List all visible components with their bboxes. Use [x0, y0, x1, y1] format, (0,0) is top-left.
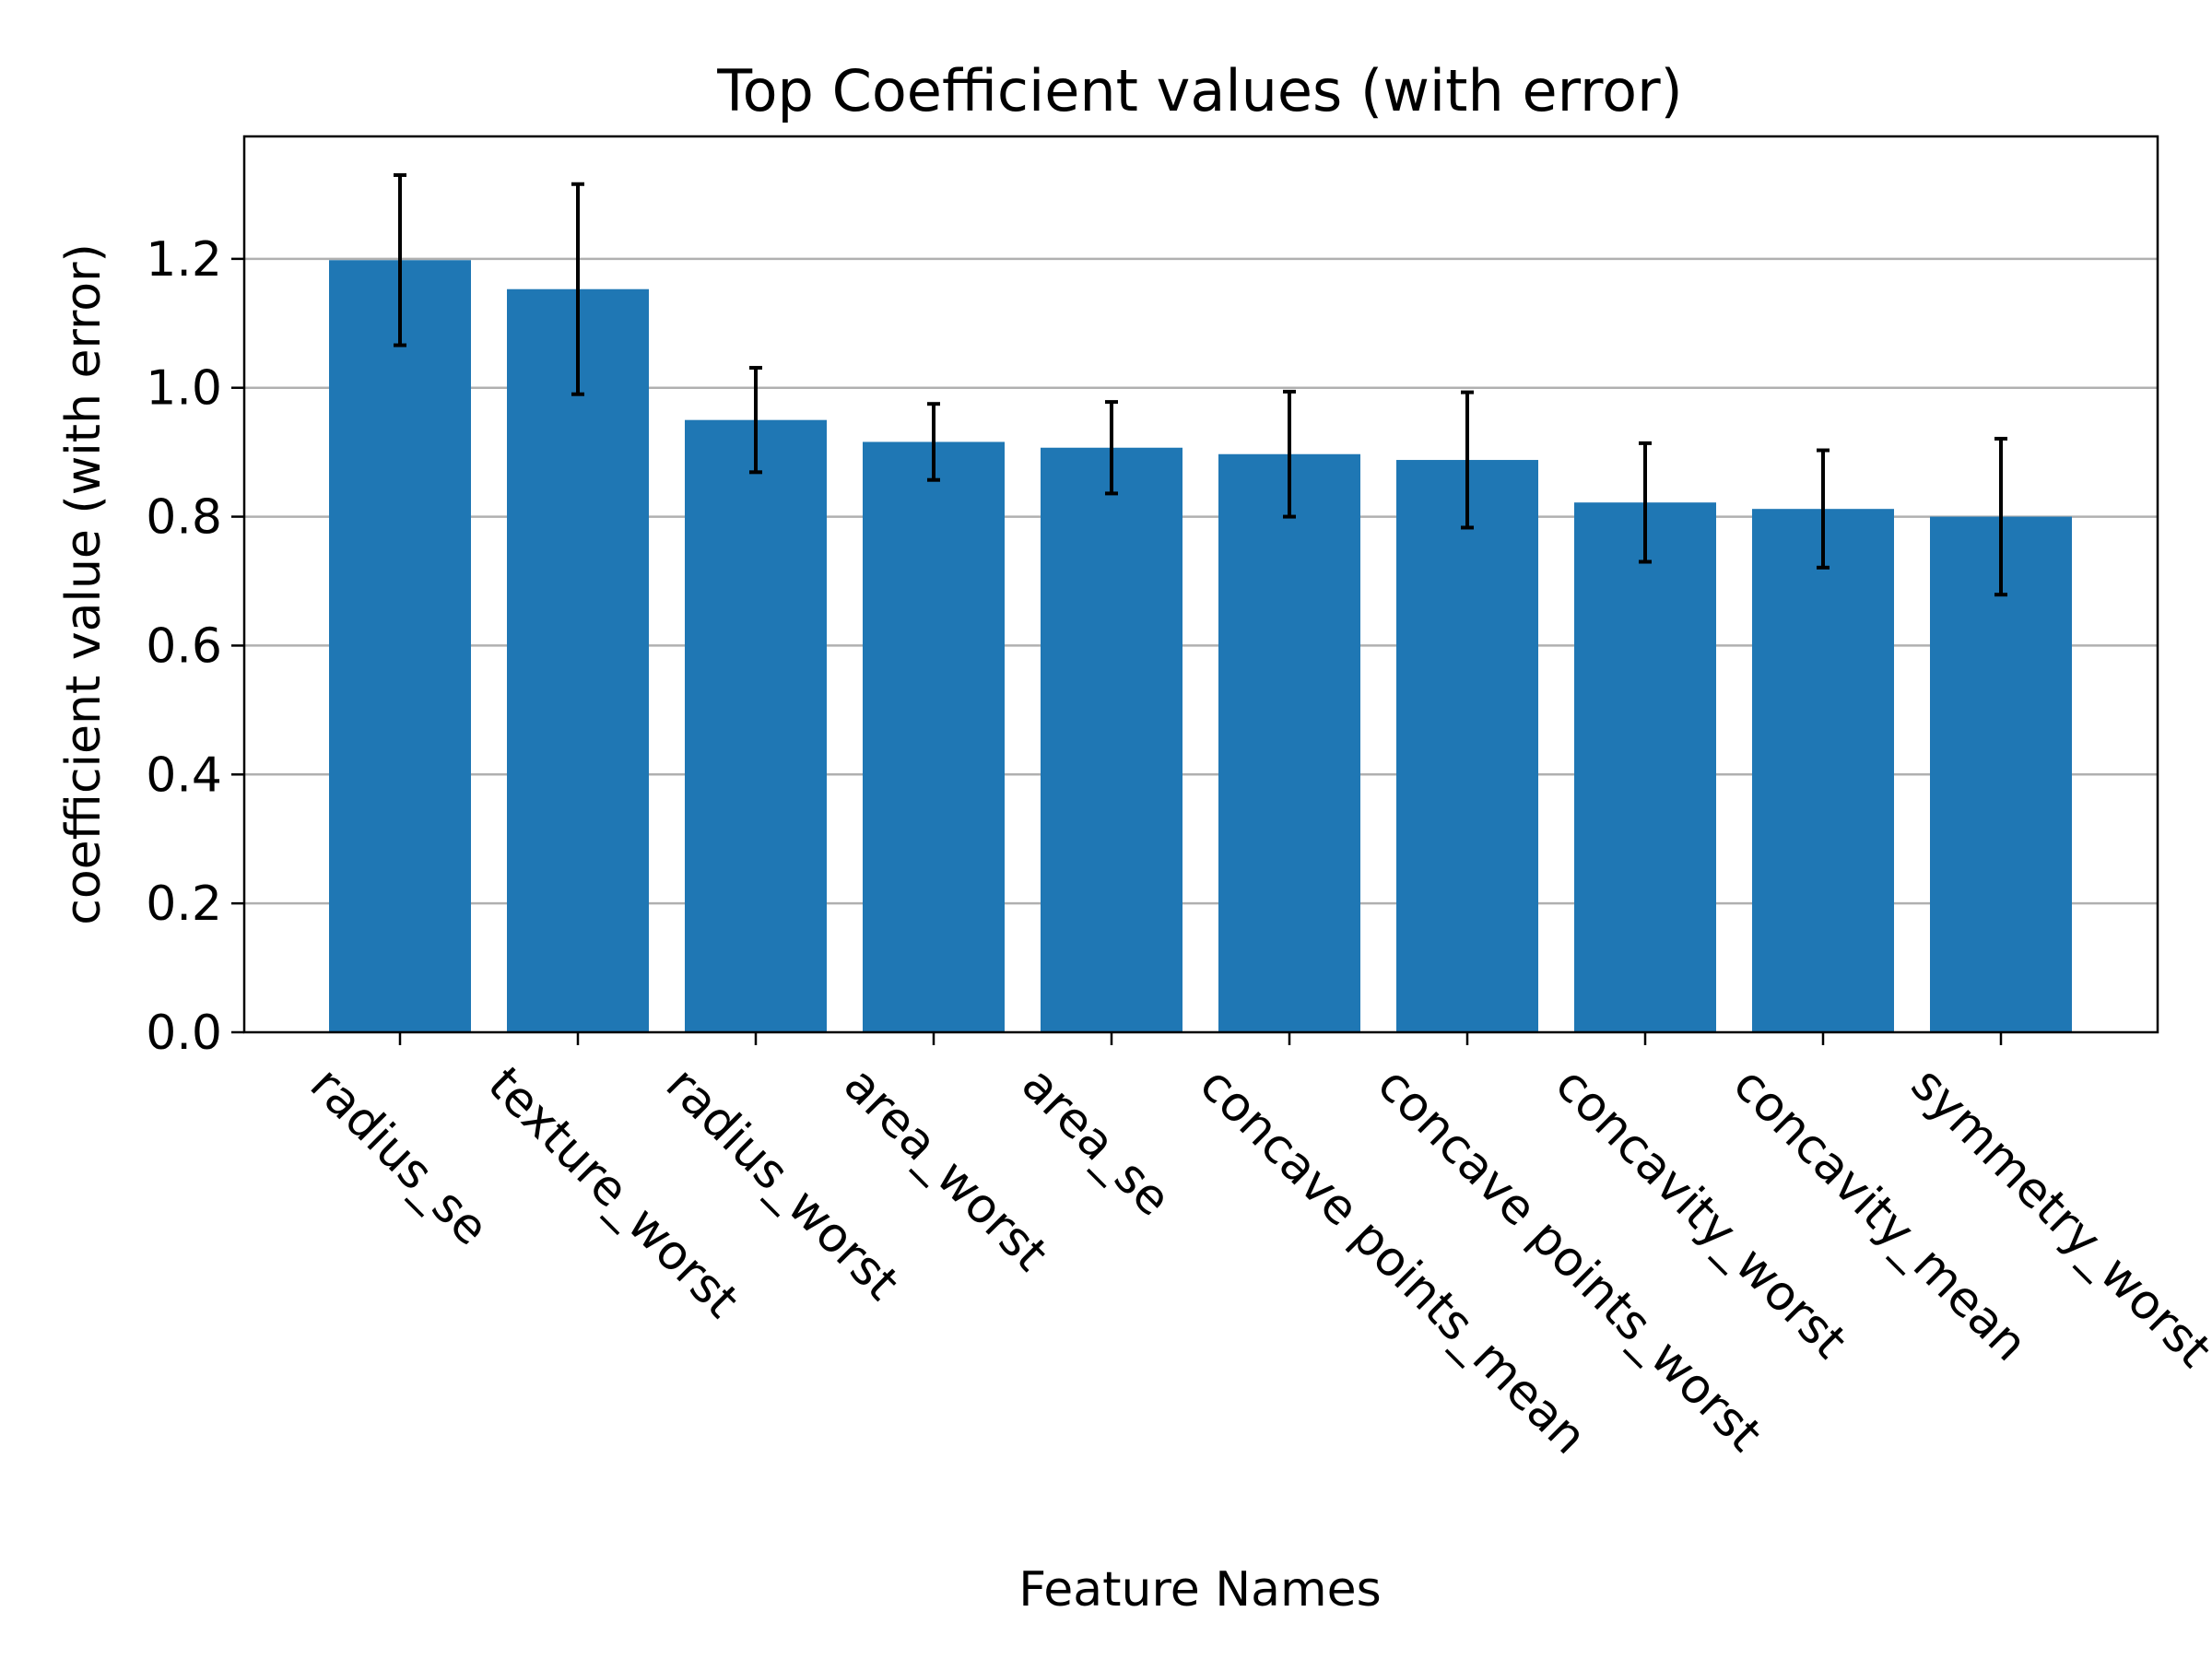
y-tick-label: 0.8 — [146, 490, 222, 546]
bar — [1041, 447, 1182, 1032]
x-axis-label: Feature Names — [1018, 1562, 1382, 1618]
x-tick-label: radius_se — [300, 1057, 499, 1256]
bar — [1218, 453, 1360, 1032]
y-axis-label: coefficient value (with error) — [56, 243, 112, 924]
bar — [1752, 509, 1894, 1032]
bar — [863, 441, 1005, 1032]
bar — [1396, 460, 1538, 1033]
bar — [685, 419, 827, 1032]
y-tick-label: 1.0 — [146, 361, 222, 417]
x-tick-label: symmetry_worst — [1900, 1057, 2212, 1379]
x-tick-label: concavity_mean — [1723, 1057, 2038, 1372]
y-tick-label: 0.4 — [146, 747, 222, 803]
x-tick-label: concavity_worst — [1545, 1057, 1857, 1370]
bar — [1930, 516, 2072, 1032]
y-axis-ticks: 0.0 0.2 0.4 0.6 0.8 1.0 1.2 — [146, 232, 244, 1061]
y-tick-label: 0.0 — [146, 1006, 222, 1061]
y-tick-label: 1.2 — [146, 232, 222, 288]
x-axis-ticks: radius_setexture_worstradius_worstarea_w… — [300, 1032, 2212, 1465]
bars — [329, 260, 2072, 1033]
bar — [1574, 502, 1716, 1032]
bar — [329, 260, 471, 1033]
plot-frame — [242, 135, 2159, 1034]
y-tick-label: 0.2 — [146, 877, 222, 932]
bar — [507, 288, 649, 1032]
chart-title: Top Coefficient values (with error) — [716, 57, 1683, 124]
y-tick-label: 0.6 — [146, 618, 222, 674]
x-tick-label: area_se — [1011, 1057, 1182, 1228]
error-bars — [394, 172, 2007, 597]
